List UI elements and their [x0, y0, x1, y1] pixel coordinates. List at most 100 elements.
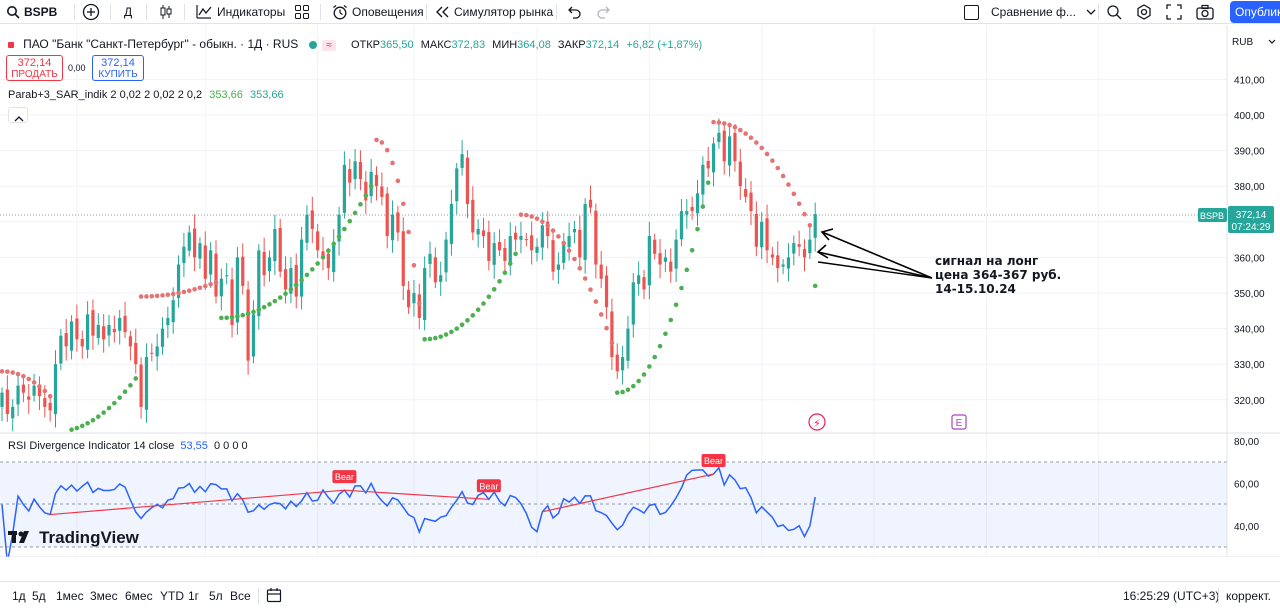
price-tag-countdown: 07:24:29 [1232, 222, 1271, 233]
candle-body [770, 254, 774, 258]
buy-button[interactable]: 372,14 КУПИТЬ [92, 55, 144, 81]
undo-button[interactable] [566, 0, 582, 24]
quick-search-button[interactable] [1106, 0, 1122, 24]
adjustment-toggle[interactable]: коррект. [1226, 589, 1271, 603]
candle-body [353, 161, 357, 180]
candle-body [48, 402, 52, 411]
price-tag-symbol: BSPB [1200, 211, 1224, 221]
candle-body [562, 243, 566, 263]
bear-label-text: Bear [479, 481, 498, 491]
tradingview-logo[interactable]: TradingView [8, 528, 139, 548]
open-value: 365,50 [379, 39, 414, 51]
range-button[interactable]: 3мес [90, 589, 118, 603]
candle-body [567, 236, 571, 248]
earnings-event-marker[interactable]: E [951, 414, 967, 430]
search-icon [1106, 4, 1122, 20]
chart-type-button[interactable] [158, 0, 174, 24]
sar-dot [705, 180, 711, 185]
candle-body [685, 211, 689, 215]
symbol-legend[interactable]: ПАО "Банк "Санкт-Петербург" - обыкн. · 1… [8, 37, 702, 51]
rsi-axis-tick: 40,00 [1234, 522, 1259, 533]
range-button[interactable]: 5д [32, 589, 46, 603]
indicators-button[interactable]: Индикаторы [196, 0, 285, 24]
alerts-button[interactable]: Оповещения [332, 0, 424, 24]
candle-body [59, 335, 63, 364]
annotation-arrows[interactable] [816, 228, 933, 279]
range-button[interactable]: YTD [160, 589, 184, 603]
buy-label: КУПИТЬ [98, 69, 138, 80]
symbol-search[interactable]: BSPB [6, 0, 57, 24]
price-tag-value: 372,14 [1236, 210, 1267, 221]
candle-body [80, 339, 84, 347]
sar-dot [759, 145, 764, 151]
replay-button[interactable]: Симулятор рынка [434, 0, 553, 24]
templates-button[interactable] [294, 0, 310, 24]
candle-body [91, 310, 95, 336]
redo-button[interactable] [596, 0, 612, 24]
rsi-extra-values: 0 0 0 0 [213, 440, 248, 452]
long-signal-annotation[interactable]: сигнал на лонг цена 364-367 руб. 14-15.1… [935, 254, 1061, 296]
sar-dot [561, 240, 567, 246]
range-button[interactable]: 1мес [56, 589, 84, 603]
indicators-label: Индикаторы [217, 5, 286, 19]
sar-dot [454, 326, 460, 331]
sar-dot [0, 369, 5, 374]
sar-dot [679, 285, 684, 291]
sar-dot [465, 318, 470, 323]
snapshot-button[interactable] [1196, 0, 1214, 24]
sar-dot [406, 229, 411, 235]
publish-button[interactable]: Опубликовать [1230, 1, 1280, 23]
bear-label-bg [332, 470, 357, 484]
candle-body [283, 269, 288, 290]
go-to-date-button[interactable] [266, 587, 282, 606]
price-axis-tick: 400,00 [1234, 111, 1265, 122]
sar-dot [738, 127, 743, 133]
ohlc-values: ОТКР365,50 МАКС372,83 МИН364,08 ЗАКР372,… [351, 39, 702, 51]
sell-button[interactable]: 372,14 ПРОДАТЬ [6, 55, 63, 81]
toolbar-divider [426, 4, 427, 20]
sar-dot [550, 228, 556, 233]
currency-selector[interactable]: RUB [1232, 37, 1276, 48]
candle-body [578, 229, 582, 258]
arrow-head-upper [820, 228, 834, 241]
compare-add-button[interactable] [82, 0, 100, 24]
clock-display[interactable]: 16:25:29 (UTC+3) [1123, 589, 1219, 603]
sar-dot [358, 202, 363, 207]
bear-divergence-line [50, 489, 345, 516]
compare-symbols-control[interactable]: Сравнение ф... [964, 0, 1096, 24]
collapse-legend-button[interactable] [8, 107, 28, 123]
range-button[interactable]: Все [230, 589, 251, 603]
dividend-event-marker[interactable]: ⚡ [808, 413, 826, 431]
arrow-head-lower [816, 244, 829, 259]
rsi-legend[interactable]: RSI Divergence Indicator 14 close 53,55 … [8, 440, 248, 452]
fullscreen-button[interactable] [1166, 0, 1182, 24]
candle-body [75, 318, 79, 340]
sar-dot [566, 248, 572, 253]
sar-dot [117, 395, 122, 400]
sar-dot [631, 383, 636, 389]
candle-body [53, 364, 58, 415]
candle-body [380, 186, 384, 197]
interval-button[interactable]: Д [124, 0, 132, 24]
flag-icon [8, 42, 14, 49]
adjustment-label: коррект. [1226, 589, 1271, 603]
candle-body [733, 132, 737, 162]
range-button[interactable]: 1г [188, 589, 200, 603]
sar-dot [427, 336, 433, 342]
range-button[interactable]: 5л [209, 589, 223, 603]
plus-circle-icon [82, 3, 100, 21]
candle-body [246, 289, 250, 361]
sar-dot [272, 298, 278, 304]
range-button[interactable]: 6мес [125, 589, 153, 603]
settings-button[interactable] [1136, 0, 1152, 24]
low-value: 364,08 [517, 39, 551, 51]
sar-indicator-legend[interactable]: Parab+3_SAR_indik 2 0,02 2 0,02 2 0,2 35… [8, 89, 284, 101]
candle-body [374, 174, 379, 187]
sar-dot [138, 294, 144, 299]
change-value: +6,82 (+1,87%) [626, 39, 703, 51]
range-button[interactable]: 1д [12, 589, 26, 603]
candle-body [155, 346, 159, 357]
bear-label: Bear [476, 479, 501, 493]
